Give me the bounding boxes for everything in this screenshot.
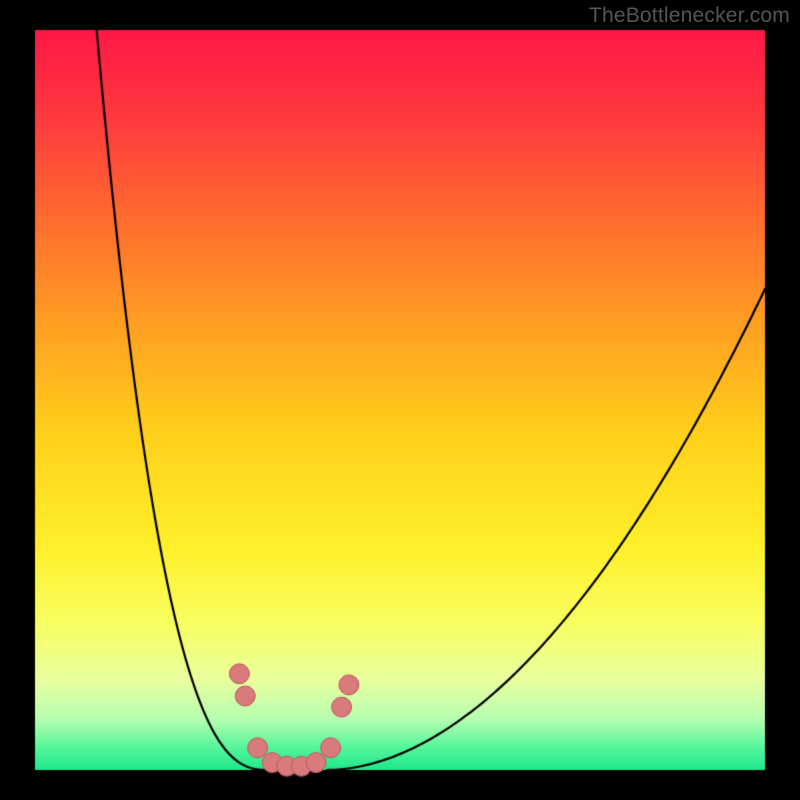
chart-stage: TheBottlenecker.com	[0, 0, 800, 800]
bottleneck-curve-chart	[0, 0, 800, 800]
watermark-label: TheBottlenecker.com	[589, 4, 790, 28]
